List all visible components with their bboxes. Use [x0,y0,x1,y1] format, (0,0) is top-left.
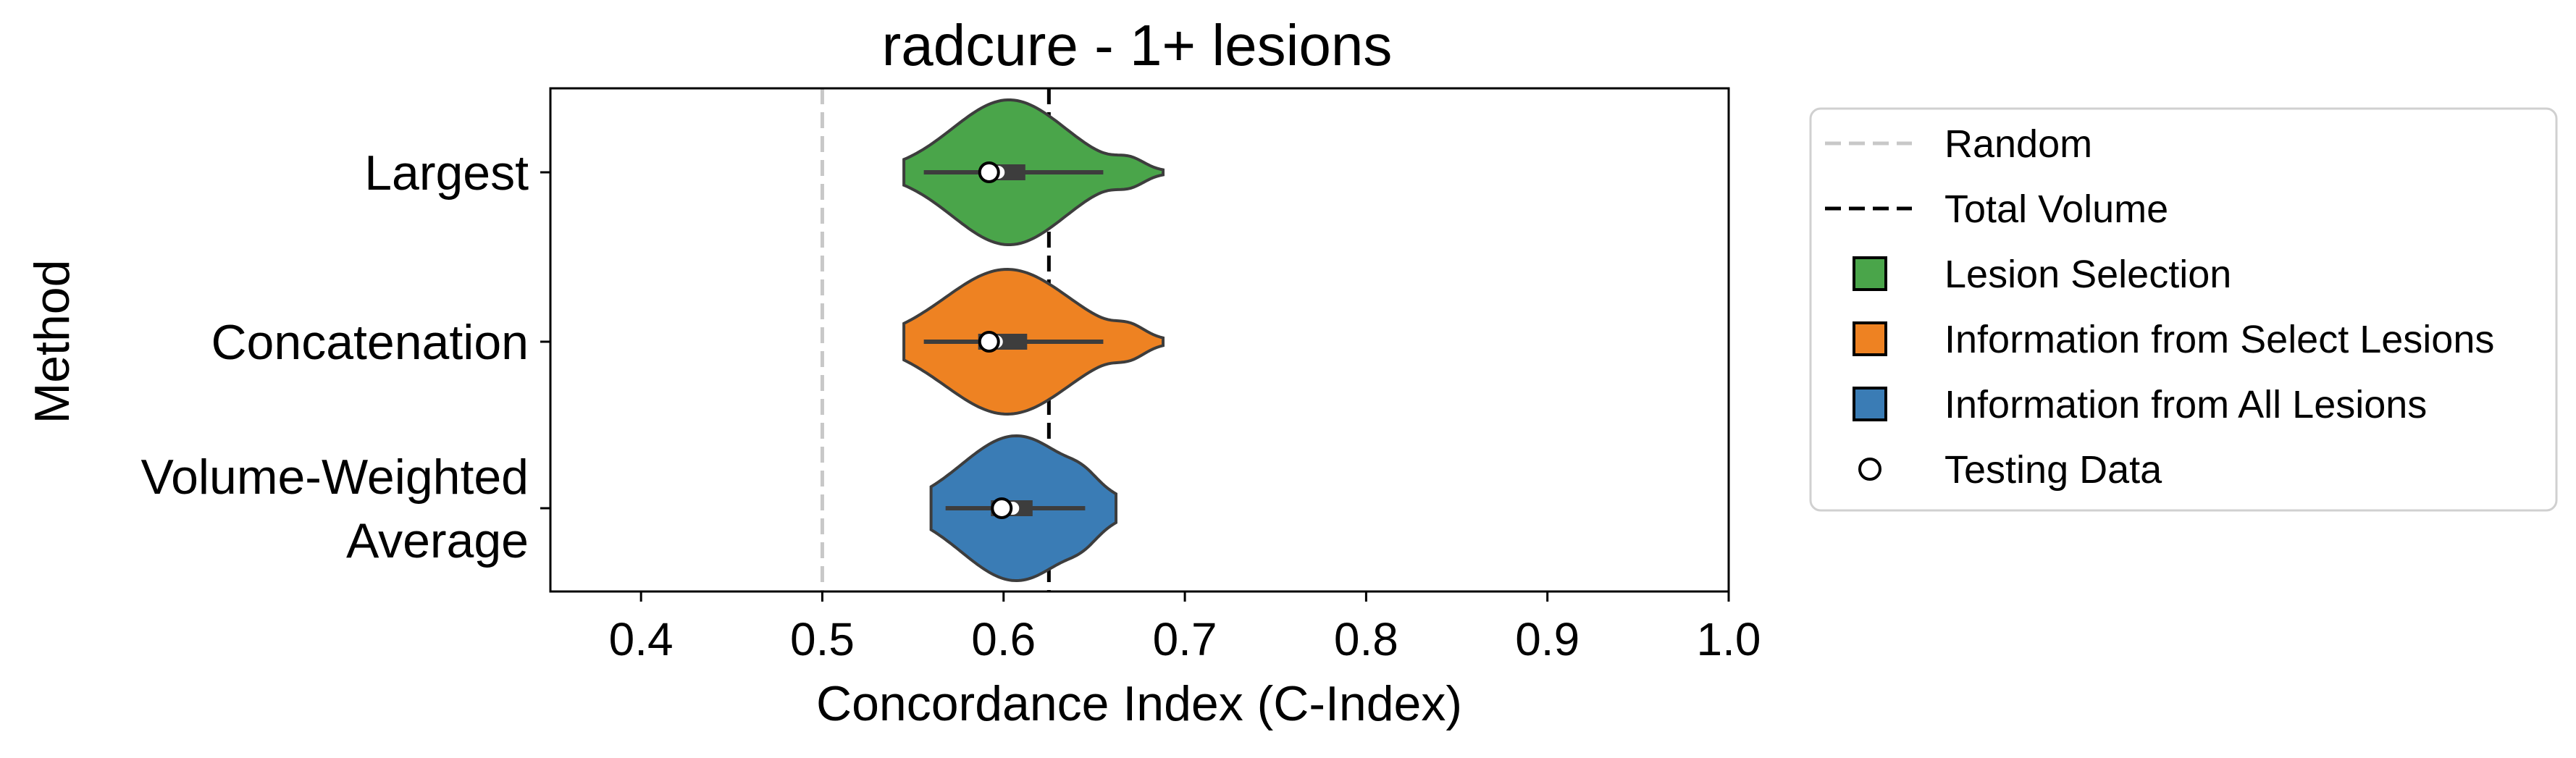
legend-entry: Information from Select Lesions [1853,318,2494,361]
x-tick-label: 0.6 [971,613,1036,665]
x-tick-label: 0.7 [1153,613,1217,665]
chart-title: radcure - 1+ lesions [882,13,1393,77]
legend-label: Random [1944,122,2092,166]
y-tick-label: Concatenation [211,315,529,370]
legend-entry: Information from All Lesions [1853,383,2427,426]
y-axis-label: Method [25,260,80,424]
legend-entries: Random Total Volume Lesion Selection Inform… [1825,122,2494,492]
y-tick-label: Largest [364,146,529,201]
testing-data-marker [991,497,1013,519]
legend-label: Information from Select Lesions [1944,318,2494,361]
x-tick-label: 0.9 [1515,613,1579,665]
legend-label: Testing Data [1944,448,2162,492]
legend-color-swatch [1853,387,1887,421]
legend-frame [1809,107,2558,512]
legend-entry: Testing Data [1858,448,2162,492]
legend: Random Total Volume Lesion Selection Inform… [1809,107,2558,512]
x-tick-label: 1.0 [1697,613,1761,665]
x-tick-label: 0.5 [790,613,855,665]
legend-color-swatch [1853,321,1887,356]
violin-group [902,267,1165,416]
x-tick-label: 0.8 [1334,613,1398,665]
legend-entry: Lesion Selection [1853,253,2231,296]
legend-label: Lesion Selection [1944,253,2231,296]
x-axis-ticks: 0.4 0.5 0.6 0.7 0.8 0.9 1.0 [609,591,1761,665]
legend-entry: Random [1825,122,2092,166]
legend-label: Total Volume [1944,188,2168,231]
x-tick-label: 0.4 [609,613,674,665]
violin-group [929,434,1117,583]
y-axis-ticks: Largest Concatenation Volume-Weighted Avera… [141,146,550,568]
legend-circle-swatch [1858,458,1881,481]
y-tick-label: Volume-Weighted Average [141,450,529,568]
testing-data-marker [978,331,1000,353]
legend-entry: Total Volume [1825,188,2168,231]
legend-color-swatch [1853,256,1887,291]
legend-label: Information from All Lesions [1944,383,2427,426]
violin-group [902,98,1165,246]
x-axis-label: Concordance Index (C-Index) [816,676,1462,731]
testing-data-marker [978,161,1000,183]
plot-frame [549,87,1730,593]
plot-area [820,88,1165,591]
